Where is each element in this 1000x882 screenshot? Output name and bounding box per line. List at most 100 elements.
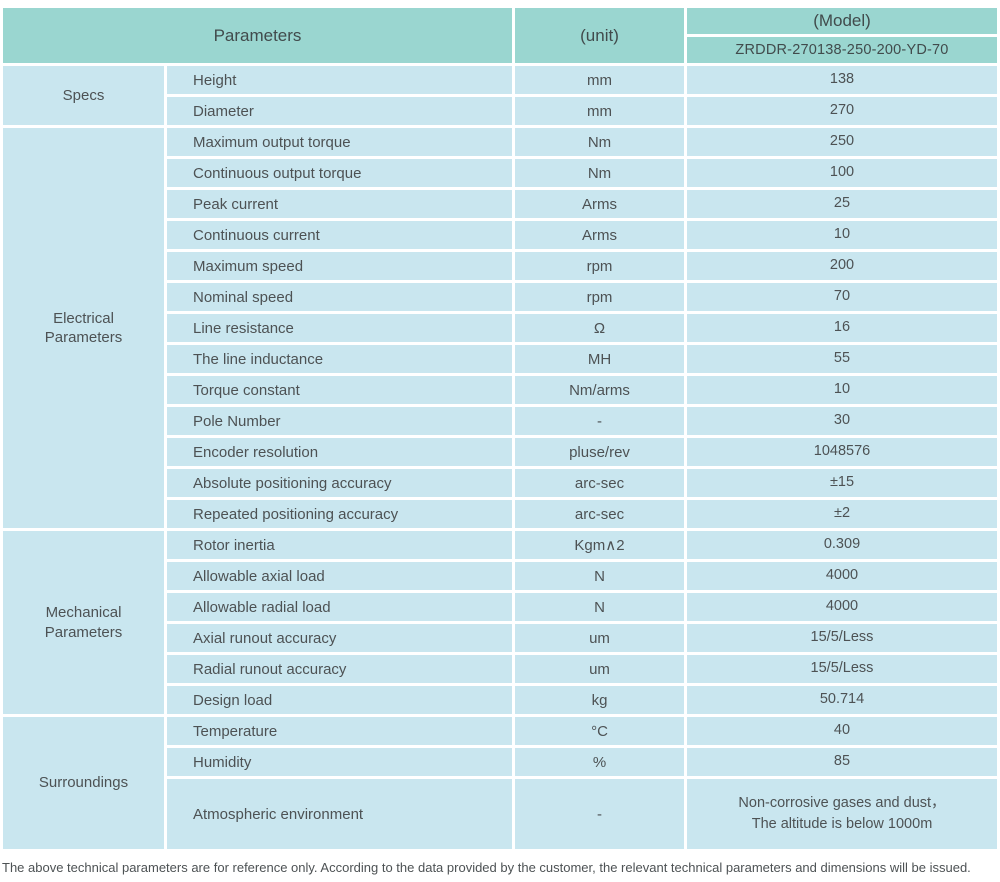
unit-cell: pluse/rev bbox=[515, 438, 684, 466]
header-model-number: ZRDDR-270138-250-200-YD-70 bbox=[687, 37, 997, 63]
value-cell: ±15 bbox=[687, 469, 997, 497]
param-cell: Torque constant bbox=[167, 376, 512, 404]
unit-cell: Kgm∧2 bbox=[515, 531, 684, 559]
unit-cell: °C bbox=[515, 717, 684, 745]
unit-cell: MH bbox=[515, 345, 684, 373]
param-cell: Continuous current bbox=[167, 221, 512, 249]
table-row: Continuous output torque Nm 100 bbox=[3, 159, 997, 187]
param-cell: Pole Number bbox=[167, 407, 512, 435]
param-cell: Design load bbox=[167, 686, 512, 714]
header-model: (Model) bbox=[687, 8, 997, 34]
value-cell: 10 bbox=[687, 376, 997, 404]
header-unit: (unit) bbox=[515, 8, 684, 63]
unit-cell: Arms bbox=[515, 221, 684, 249]
table-row: Torque constant Nm/arms 10 bbox=[3, 376, 997, 404]
unit-cell: mm bbox=[515, 97, 684, 125]
param-cell: Maximum output torque bbox=[167, 128, 512, 156]
unit-cell: Nm bbox=[515, 128, 684, 156]
param-cell: Repeated positioning accuracy bbox=[167, 500, 512, 528]
table-row: Allowable axial load N 4000 bbox=[3, 562, 997, 590]
param-cell: Peak current bbox=[167, 190, 512, 218]
table-row: Surroundings Temperature °C 40 bbox=[3, 717, 997, 849]
unit-cell: um bbox=[515, 624, 684, 652]
param-cell: Humidity bbox=[167, 748, 512, 776]
group-cell-specs: Specs bbox=[3, 66, 164, 125]
value-cell: Non-corrosive gases and dust， The altitu… bbox=[687, 779, 997, 849]
value-cell: 15/5/Less bbox=[687, 655, 997, 683]
param-cell: Radial runout accuracy bbox=[167, 655, 512, 683]
param-cell: Atmospheric environment bbox=[167, 779, 512, 849]
table-row: Nominal speed rpm 70 bbox=[3, 283, 997, 311]
header-row-1: Parameters (unit) (Model) bbox=[3, 8, 997, 63]
table-row: Radial runout accuracy um 15/5/Less bbox=[3, 655, 997, 683]
value-cell: 1048576 bbox=[687, 438, 997, 466]
param-cell: Diameter bbox=[167, 97, 512, 125]
unit-cell: rpm bbox=[515, 283, 684, 311]
spec-table: Parameters (unit) (Model) ZRDDR-270138-2… bbox=[0, 5, 1000, 852]
unit-cell: kg bbox=[515, 686, 684, 714]
footnote-text: The above technical parameters are for r… bbox=[2, 860, 971, 875]
value-cell: 15/5/Less bbox=[687, 624, 997, 652]
table-row: Diameter mm 270 bbox=[3, 97, 997, 125]
param-cell: Allowable axial load bbox=[167, 562, 512, 590]
value-cell: 85 bbox=[687, 748, 997, 776]
param-cell: Maximum speed bbox=[167, 252, 512, 280]
table-row: Atmospheric environment - Non-corrosive … bbox=[3, 779, 997, 849]
value-cell: ±2 bbox=[687, 500, 997, 528]
table-row: Electrical Parameters Maximum output tor… bbox=[3, 128, 997, 528]
header-parameters: Parameters bbox=[3, 8, 512, 63]
group-cell-electrical-parameters: Electrical Parameters bbox=[3, 128, 164, 528]
value-cell: 100 bbox=[687, 159, 997, 187]
value-cell: 16 bbox=[687, 314, 997, 342]
value-cell: 0.309 bbox=[687, 531, 997, 559]
unit-cell: arc-sec bbox=[515, 469, 684, 497]
unit-cell: N bbox=[515, 562, 684, 590]
value-cell: 50.714 bbox=[687, 686, 997, 714]
table-row: Specs Height mm 138 bbox=[3, 66, 997, 125]
table-row: Allowable radial load N 4000 bbox=[3, 593, 997, 621]
value-cell: 4000 bbox=[687, 593, 997, 621]
table-row: Repeated positioning accuracy arc-sec ±2 bbox=[3, 500, 997, 528]
value-cell: 10 bbox=[687, 221, 997, 249]
param-cell: Height bbox=[167, 66, 512, 94]
param-cell: Axial runout accuracy bbox=[167, 624, 512, 652]
param-cell: Allowable radial load bbox=[167, 593, 512, 621]
unit-cell: - bbox=[515, 779, 684, 849]
unit-cell: Ω bbox=[515, 314, 684, 342]
param-cell: Absolute positioning accuracy bbox=[167, 469, 512, 497]
unit-cell: Nm/arms bbox=[515, 376, 684, 404]
table-row: Humidity % 85 bbox=[3, 748, 997, 776]
unit-cell: - bbox=[515, 407, 684, 435]
unit-cell: mm bbox=[515, 66, 684, 94]
value-cell: 55 bbox=[687, 345, 997, 373]
value-cell: 70 bbox=[687, 283, 997, 311]
param-cell: Rotor inertia bbox=[167, 531, 512, 559]
param-cell: The line inductance bbox=[167, 345, 512, 373]
table-row: Continuous current Arms 10 bbox=[3, 221, 997, 249]
param-cell: Continuous output torque bbox=[167, 159, 512, 187]
value-cell: 30 bbox=[687, 407, 997, 435]
value-cell: 250 bbox=[687, 128, 997, 156]
table-row: Line resistance Ω 16 bbox=[3, 314, 997, 342]
table-row: Mechanical Parameters Rotor inertia Kgm∧… bbox=[3, 531, 997, 714]
group-cell-mechanical-parameters: Mechanical Parameters bbox=[3, 531, 164, 714]
table-row: Pole Number - 30 bbox=[3, 407, 997, 435]
table-row: Maximum speed rpm 200 bbox=[3, 252, 997, 280]
group-cell-surroundings: Surroundings bbox=[3, 717, 164, 849]
param-cell: Encoder resolution bbox=[167, 438, 512, 466]
header-row-2: ZRDDR-270138-250-200-YD-70 bbox=[3, 37, 997, 63]
table-row: Axial runout accuracy um 15/5/Less bbox=[3, 624, 997, 652]
value-cell: 200 bbox=[687, 252, 997, 280]
unit-cell: N bbox=[515, 593, 684, 621]
table-row: Encoder resolution pluse/rev 1048576 bbox=[3, 438, 997, 466]
unit-cell: Nm bbox=[515, 159, 684, 187]
table-row: Peak current Arms 25 bbox=[3, 190, 997, 218]
unit-cell: % bbox=[515, 748, 684, 776]
value-cell: 25 bbox=[687, 190, 997, 218]
unit-cell: Arms bbox=[515, 190, 684, 218]
value-cell: 138 bbox=[687, 66, 997, 94]
table-body: Specs Height mm 138 Diameter mm 270 Elec… bbox=[3, 66, 997, 849]
table-row: Absolute positioning accuracy arc-sec ±1… bbox=[3, 469, 997, 497]
param-cell: Nominal speed bbox=[167, 283, 512, 311]
